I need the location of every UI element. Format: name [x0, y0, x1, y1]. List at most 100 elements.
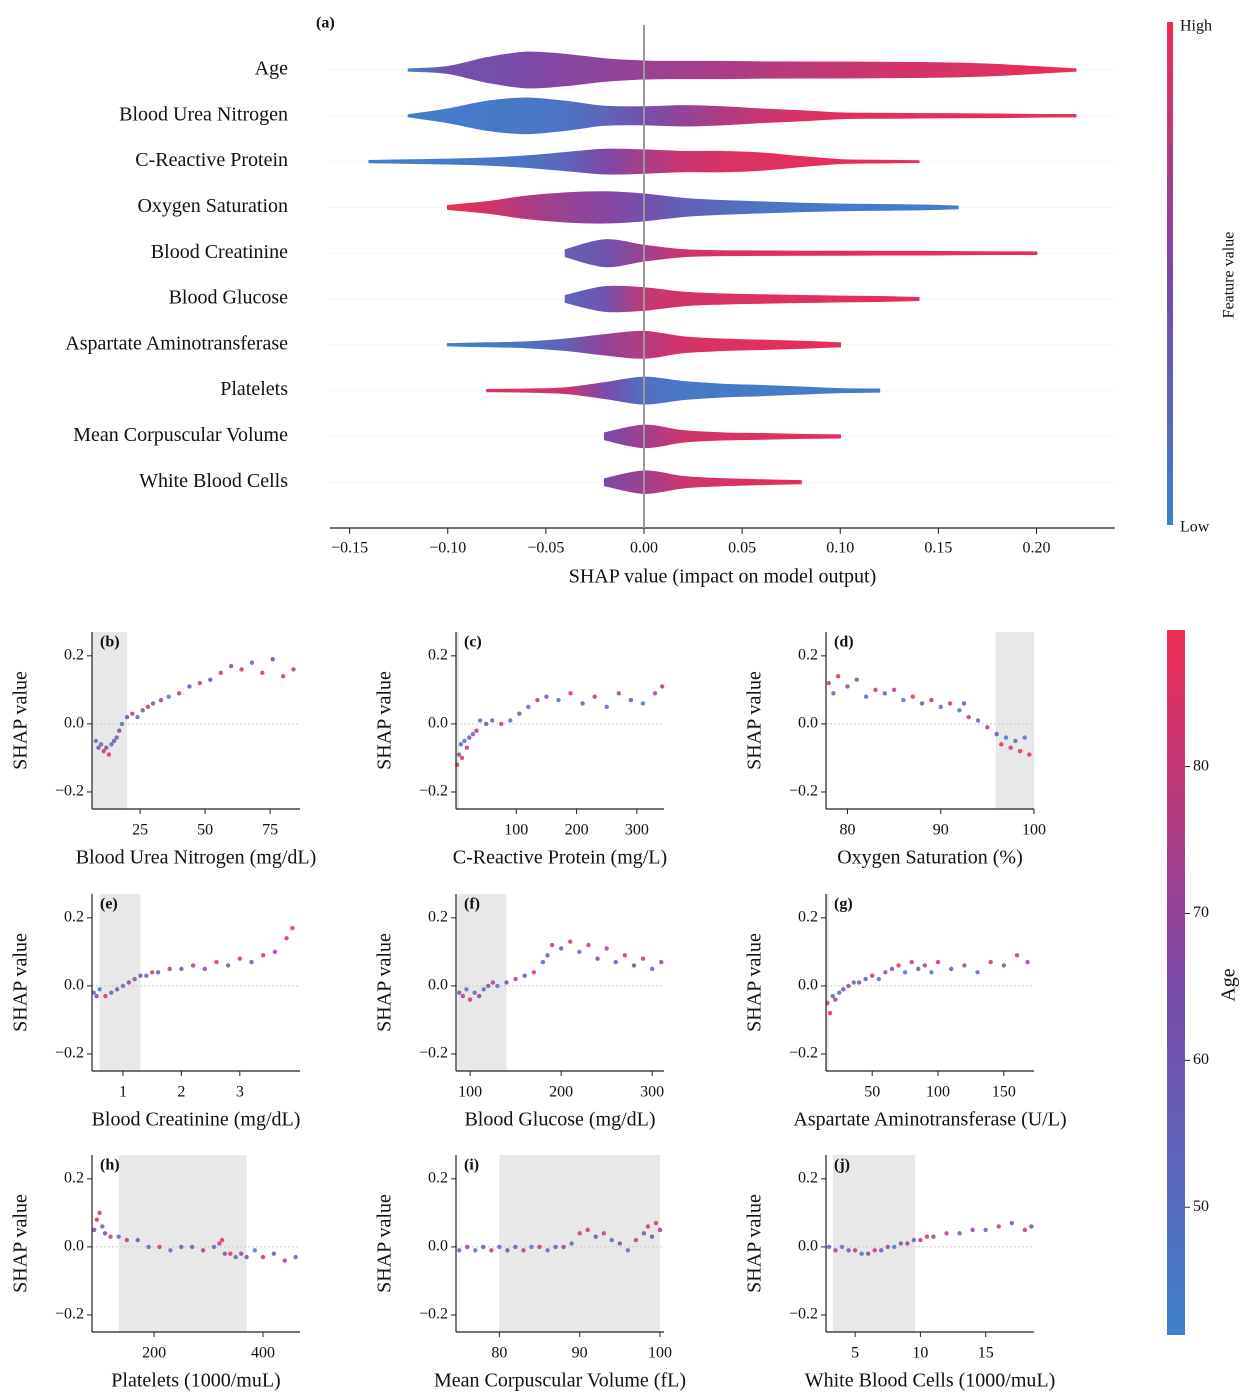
- point: [109, 742, 114, 747]
- point: [1008, 745, 1013, 750]
- point: [508, 718, 513, 723]
- point: [176, 691, 182, 696]
- colorbar-label: Age: [1218, 968, 1240, 1001]
- point: [197, 680, 203, 686]
- y-tick-label: 0.0: [428, 977, 448, 994]
- y-tick-label: 0.0: [64, 1238, 84, 1255]
- point: [653, 1220, 659, 1226]
- point: [835, 674, 841, 679]
- point: [474, 728, 479, 733]
- point: [826, 680, 831, 686]
- point: [545, 953, 550, 958]
- colorbar-label: Feature value: [1221, 232, 1238, 319]
- point: [145, 704, 151, 710]
- point: [187, 684, 192, 689]
- y-axis-label: SHAP value: [744, 671, 766, 770]
- violin: [407, 51, 1077, 89]
- point: [282, 1258, 287, 1263]
- point: [826, 1244, 832, 1250]
- y-tick-label: −0.2: [55, 1306, 84, 1323]
- row-label: Blood Urea Nitrogen: [119, 103, 288, 125]
- point: [470, 731, 476, 737]
- x-tick-label: 0.20: [1023, 540, 1051, 557]
- point: [522, 973, 527, 978]
- x-axis-label: Blood Urea Nitrogen (mg/dL): [76, 847, 317, 869]
- point: [911, 1237, 917, 1243]
- x-tick-label: 75: [262, 822, 278, 839]
- point: [97, 987, 102, 992]
- violin: [447, 191, 959, 224]
- point: [561, 1244, 566, 1250]
- y-axis-label: SHAP value: [374, 1194, 396, 1293]
- normal-range: [99, 894, 141, 1071]
- panel-label: (i): [464, 1157, 479, 1174]
- point: [929, 970, 934, 975]
- point: [477, 993, 482, 999]
- row-label: Platelets: [220, 378, 288, 400]
- point: [489, 718, 495, 723]
- point: [271, 1251, 277, 1256]
- y-tick-label: −0.2: [419, 783, 448, 800]
- point: [882, 691, 887, 696]
- point: [214, 959, 219, 965]
- point: [841, 987, 846, 992]
- point: [284, 936, 289, 941]
- row-label: Mean Corpuscular Volume: [73, 424, 288, 446]
- point: [225, 963, 231, 968]
- point: [91, 1227, 97, 1233]
- point: [473, 1248, 478, 1253]
- point: [497, 1244, 502, 1250]
- point: [117, 728, 122, 733]
- point: [892, 1244, 897, 1250]
- normal-range: [826, 894, 829, 1071]
- point: [916, 966, 921, 972]
- x-tick-label: 100: [504, 822, 528, 839]
- colorbar-tick-label: 50: [1193, 1198, 1209, 1215]
- point: [631, 963, 637, 968]
- point: [200, 1248, 206, 1253]
- y-tick-label: 0.0: [798, 715, 818, 732]
- point: [633, 1237, 639, 1243]
- point: [962, 963, 967, 968]
- point: [535, 697, 540, 703]
- point: [616, 691, 621, 696]
- x-axis-label: Blood Glucose (mg/dL): [464, 1109, 655, 1131]
- point: [529, 1244, 534, 1250]
- point: [100, 1224, 105, 1229]
- point: [124, 1237, 130, 1243]
- point: [138, 973, 143, 978]
- point: [106, 752, 112, 757]
- point: [628, 697, 634, 703]
- row-label: Oxygen Saturation: [137, 195, 288, 217]
- point: [577, 1231, 582, 1236]
- point: [577, 949, 582, 955]
- point: [219, 1237, 225, 1243]
- point: [558, 946, 564, 951]
- y-axis-label: SHAP value: [10, 1194, 32, 1293]
- row-label: Aspartate Aminotransferase: [65, 332, 288, 354]
- point: [910, 694, 915, 699]
- y-tick-label: 0.2: [798, 646, 818, 663]
- point: [462, 738, 467, 744]
- point: [1027, 752, 1032, 757]
- colorbar-high: High: [1180, 18, 1212, 35]
- point: [659, 684, 665, 689]
- point: [994, 731, 999, 737]
- point: [94, 993, 99, 999]
- point: [931, 1234, 936, 1239]
- point: [260, 1254, 266, 1260]
- point: [645, 1224, 651, 1229]
- y-tick-label: 0.0: [64, 977, 84, 994]
- point: [103, 993, 108, 999]
- point: [102, 1231, 108, 1236]
- point: [486, 983, 491, 989]
- y-tick-label: −0.2: [419, 1306, 448, 1323]
- point: [604, 946, 609, 951]
- x-tick-label: 100: [926, 1084, 950, 1101]
- point: [569, 1241, 574, 1246]
- y-tick-label: 0.2: [428, 908, 448, 925]
- point: [239, 667, 244, 672]
- point: [149, 970, 155, 975]
- violin: [604, 470, 802, 494]
- x-tick-label: 0.00: [630, 540, 658, 557]
